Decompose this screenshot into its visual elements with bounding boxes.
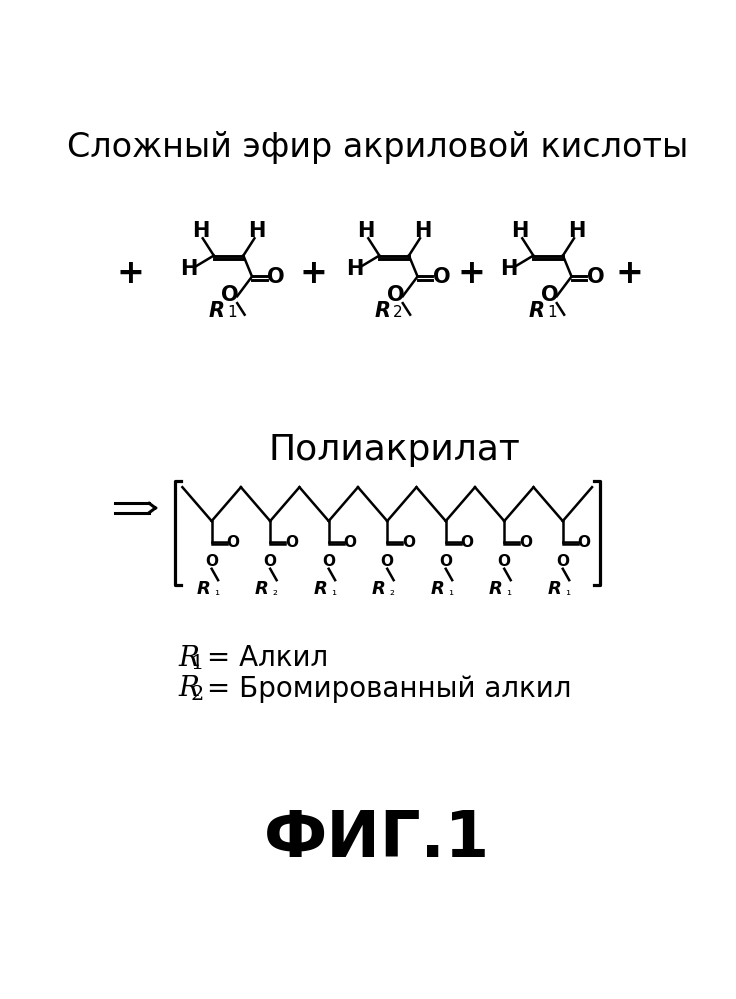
Text: O: O	[587, 268, 604, 288]
Text: O: O	[433, 268, 450, 288]
Text: O: O	[387, 285, 405, 305]
Text: O: O	[381, 553, 394, 568]
Text: R: R	[255, 579, 269, 597]
Text: O: O	[222, 285, 239, 305]
Text: O: O	[461, 534, 473, 549]
Text: H: H	[567, 221, 585, 241]
Text: O: O	[263, 553, 277, 568]
Text: R: R	[197, 579, 210, 597]
Text: R: R	[314, 579, 327, 597]
Text: ₁: ₁	[331, 585, 336, 598]
Text: O: O	[227, 534, 239, 549]
Text: 2: 2	[191, 684, 204, 704]
Text: H: H	[357, 221, 375, 241]
Text: +: +	[457, 257, 485, 290]
Text: R: R	[489, 579, 503, 597]
Text: ₁: ₁	[214, 585, 219, 598]
Text: O: O	[578, 534, 590, 549]
Text: O: O	[285, 534, 298, 549]
Text: ₂: ₂	[389, 585, 394, 598]
Text: R: R	[431, 579, 445, 597]
Text: Сложный эфир акриловой кислоты: Сложный эфир акриловой кислоты	[66, 131, 688, 164]
Text: ₂: ₂	[272, 585, 277, 598]
Text: ₁: ₁	[565, 585, 570, 598]
Text: = Бромированный алкил: = Бромированный алкил	[198, 675, 571, 703]
Text: +: +	[117, 257, 145, 290]
Text: O: O	[322, 553, 335, 568]
Text: +: +	[615, 257, 643, 290]
Text: H: H	[248, 221, 266, 241]
Text: ₁: ₁	[506, 585, 512, 598]
Text: +: +	[300, 257, 328, 290]
Text: ₁: ₁	[448, 585, 453, 598]
Text: O: O	[267, 268, 285, 288]
Text: 1: 1	[191, 654, 204, 673]
Text: R: R	[179, 675, 199, 702]
Text: H: H	[512, 221, 528, 241]
Text: 1: 1	[227, 306, 237, 321]
Text: R: R	[375, 301, 390, 321]
Text: O: O	[519, 534, 532, 549]
Text: O: O	[498, 553, 511, 568]
Text: O: O	[439, 553, 452, 568]
Text: R: R	[209, 301, 225, 321]
Text: H: H	[500, 259, 517, 279]
Text: O: O	[344, 534, 356, 549]
Text: H: H	[180, 259, 198, 279]
Text: R: R	[179, 644, 199, 671]
Text: O: O	[402, 534, 415, 549]
Text: O: O	[556, 553, 569, 568]
Text: Полиакрилат: Полиакрилат	[268, 434, 520, 468]
Text: = Алкил: = Алкил	[198, 644, 328, 672]
Text: R: R	[548, 579, 562, 597]
Text: 1: 1	[547, 306, 556, 321]
Text: H: H	[346, 259, 364, 279]
Text: H: H	[414, 221, 431, 241]
Text: R: R	[372, 579, 386, 597]
Text: O: O	[541, 285, 559, 305]
Text: H: H	[191, 221, 209, 241]
Text: 2: 2	[393, 306, 403, 321]
Text: ФИГ.1: ФИГ.1	[264, 808, 490, 870]
Text: O: O	[205, 553, 218, 568]
Text: R: R	[528, 301, 545, 321]
